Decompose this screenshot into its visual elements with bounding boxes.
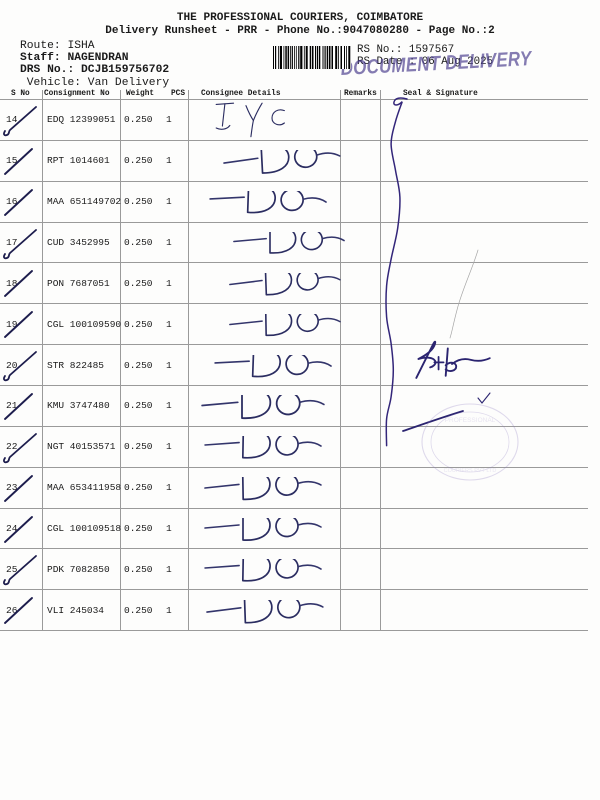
svg-text:PROFESSIONAL: PROFESSIONAL (445, 417, 496, 424)
svg-text:COURIERS PVT LTD: COURIERS PVT LTD (444, 468, 497, 474)
